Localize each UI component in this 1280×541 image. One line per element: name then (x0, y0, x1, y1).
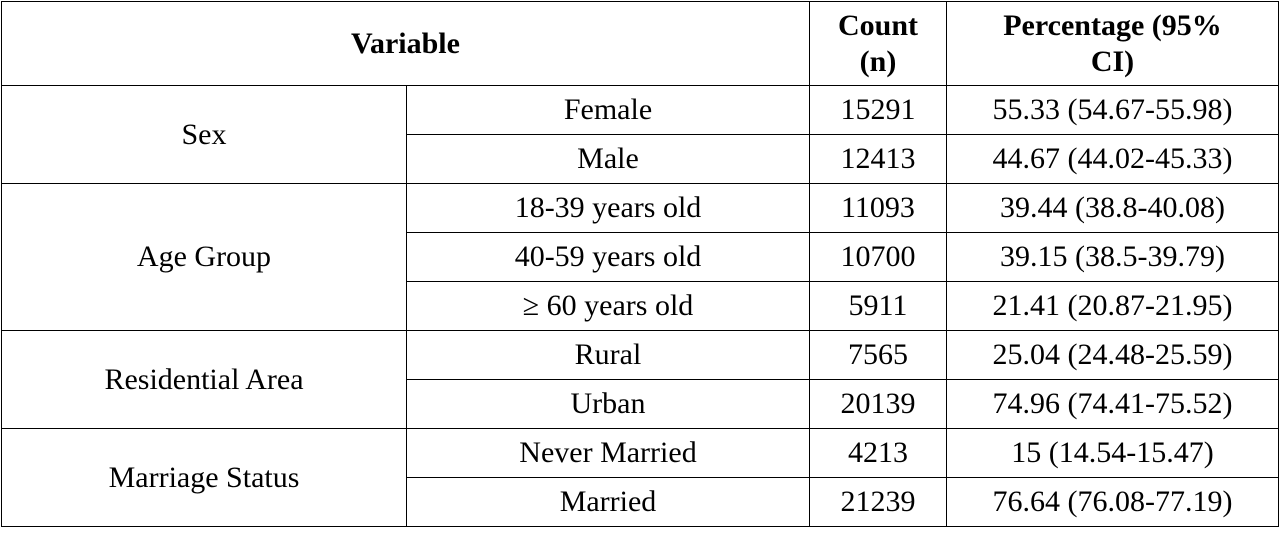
percentage-cell: 44.67 (44.02-45.33) (946, 134, 1279, 184)
category-cell: 18-39 years old (406, 183, 810, 233)
count-cell: 21239 (809, 477, 947, 527)
category-cell: Female (406, 85, 810, 135)
percentage-cell: 25.04 (24.48-25.59) (946, 330, 1279, 380)
category-cell: Male (406, 134, 810, 184)
category-cell: Never Married (406, 428, 810, 478)
percentage-cell: 74.96 (74.41-75.52) (946, 379, 1279, 429)
count-cell: 15291 (809, 85, 947, 135)
table-row: Married 21239 76.64 (76.08-77.19) (2, 477, 1279, 527)
table-row: Sex Female 15291 55.33 (54.67-55.98) (1, 85, 1279, 184)
demographics-table: Variable Count (n) Percentage (95% CI) Sex… (1, 1, 1279, 527)
percentage-cell: 55.33 (54.67-55.98) (946, 85, 1279, 135)
count-header-line2: (n) (859, 44, 897, 78)
table-row: Urban 20139 74.96 (74.41-75.52) (2, 379, 1279, 429)
percentage-cell: 39.15 (38.5-39.79) (946, 232, 1279, 282)
variable-cell-residential-area: Residential Area (1, 330, 407, 429)
percentage-header: Percentage (95% CI) (946, 1, 1279, 86)
category-cell: Rural (406, 330, 810, 380)
count-cell: 4213 (809, 428, 947, 478)
header-row: Variable Count (n) Percentage (95% CI) (1, 1, 1279, 86)
table-row: Male 12413 44.67 (44.02-45.33) (2, 134, 1279, 184)
category-cell: ≥ 60 years old (406, 281, 810, 331)
count-cell: 11093 (809, 183, 947, 233)
percentage-header-line2: CI) (1090, 44, 1135, 78)
count-cell: 7565 (809, 330, 947, 380)
variable-cell-age-group: Age Group (1, 183, 407, 331)
count-cell: 5911 (809, 281, 947, 331)
category-cell: 40-59 years old (406, 232, 810, 282)
count-header-line1: Count (837, 8, 919, 42)
category-cell: Married (406, 477, 810, 527)
percentage-cell: 21.41 (20.87-21.95) (946, 281, 1279, 331)
table-body: Sex Female 15291 55.33 (54.67-55.98) Mal… (1, 85, 1279, 527)
variable-header: Variable (1, 1, 810, 86)
count-cell: 10700 (809, 232, 947, 282)
count-cell: 20139 (809, 379, 947, 429)
percentage-header-line1: Percentage (95% (1003, 8, 1222, 42)
category-cell: Urban (406, 379, 810, 429)
percentage-cell: 39.44 (38.8-40.08) (946, 183, 1279, 233)
percentage-cell: 15 (14.54-15.47) (946, 428, 1279, 478)
table-header: Variable Count (n) Percentage (95% CI) (1, 1, 1279, 86)
variable-cell-marriage-status: Marriage Status (1, 428, 407, 527)
count-cell: 12413 (809, 134, 947, 184)
count-header: Count (n) (809, 1, 947, 86)
table-row: Age Group 18-39 years old 11093 39.44 (3… (1, 183, 1279, 331)
percentage-cell: 76.64 (76.08-77.19) (946, 477, 1279, 527)
table-row: Residential Area Rural 7565 25.04 (24.48… (1, 330, 1279, 429)
table-row: Marriage Status Never Married 4213 15 (1… (1, 428, 1279, 527)
variable-cell-sex: Sex (1, 85, 407, 184)
